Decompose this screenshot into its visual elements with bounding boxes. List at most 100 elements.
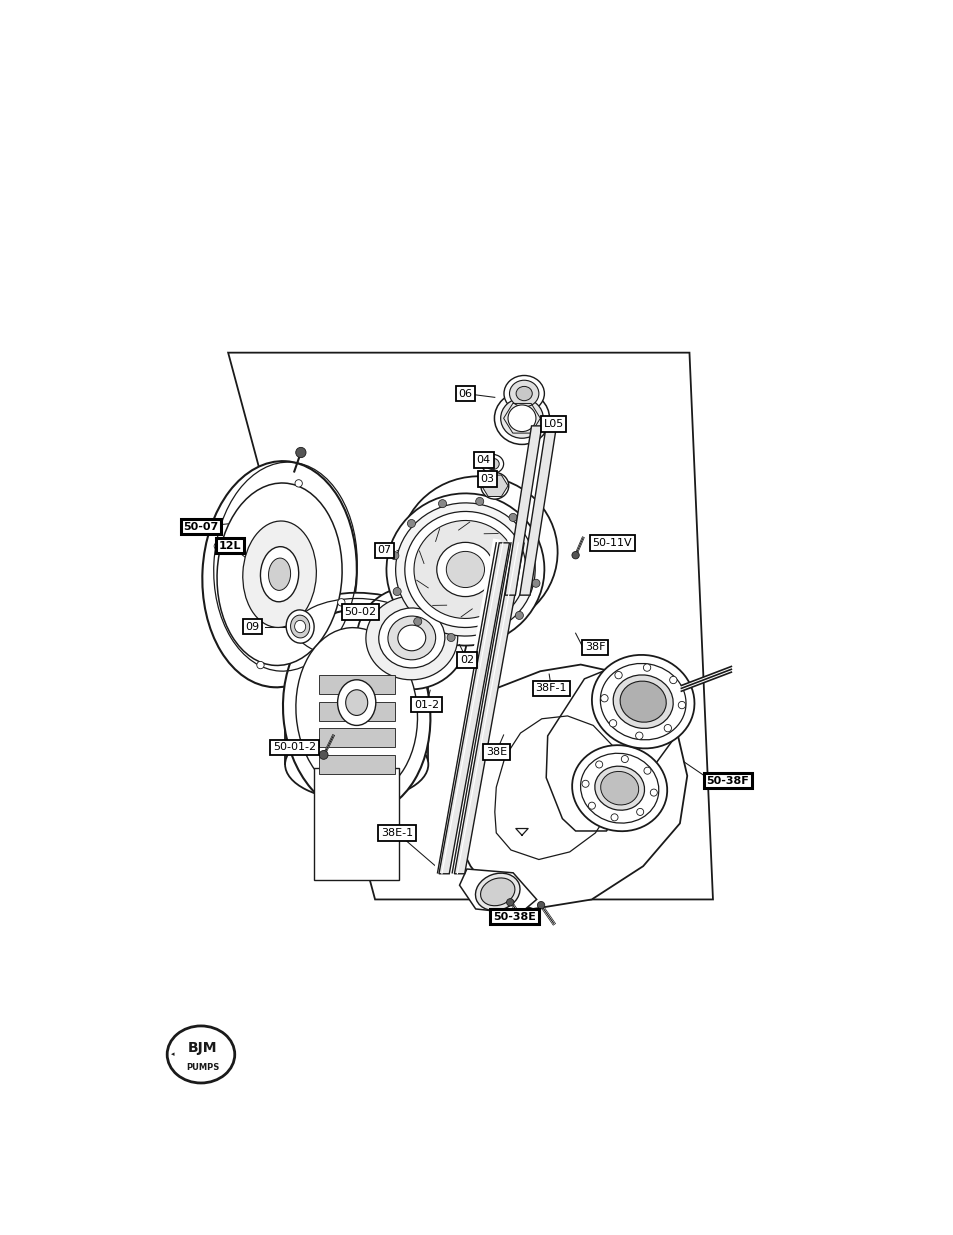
Ellipse shape xyxy=(285,729,428,800)
Text: 04: 04 xyxy=(476,456,491,466)
Ellipse shape xyxy=(446,551,484,588)
Circle shape xyxy=(663,725,671,732)
Ellipse shape xyxy=(600,772,638,805)
Circle shape xyxy=(391,552,398,559)
Ellipse shape xyxy=(285,593,428,664)
FancyBboxPatch shape xyxy=(318,701,395,721)
Ellipse shape xyxy=(294,620,305,632)
Polygon shape xyxy=(456,664,686,909)
Text: 07: 07 xyxy=(377,546,392,556)
Circle shape xyxy=(620,756,628,762)
Text: 50-38F: 50-38F xyxy=(705,776,748,785)
Circle shape xyxy=(600,694,607,701)
Circle shape xyxy=(294,479,302,487)
Text: 38F: 38F xyxy=(584,642,605,652)
Ellipse shape xyxy=(399,477,557,629)
Ellipse shape xyxy=(291,615,310,638)
Text: 01-2: 01-2 xyxy=(414,699,438,709)
Ellipse shape xyxy=(337,679,375,725)
Polygon shape xyxy=(459,869,537,914)
Ellipse shape xyxy=(388,616,436,659)
Ellipse shape xyxy=(572,745,666,831)
Ellipse shape xyxy=(286,610,314,643)
Ellipse shape xyxy=(404,511,525,627)
Circle shape xyxy=(319,751,328,760)
Text: 38E: 38E xyxy=(485,747,506,757)
Polygon shape xyxy=(504,426,541,595)
Text: 50-02: 50-02 xyxy=(344,608,376,618)
Polygon shape xyxy=(438,543,509,874)
Circle shape xyxy=(669,677,677,684)
Circle shape xyxy=(532,579,539,588)
Ellipse shape xyxy=(481,454,503,473)
FancyBboxPatch shape xyxy=(318,676,395,694)
Text: 03: 03 xyxy=(480,474,494,484)
Text: 38E-1: 38E-1 xyxy=(380,827,413,837)
Circle shape xyxy=(588,803,595,809)
Ellipse shape xyxy=(595,766,644,810)
Ellipse shape xyxy=(414,520,517,619)
Circle shape xyxy=(610,814,618,821)
Circle shape xyxy=(615,672,621,679)
Ellipse shape xyxy=(436,542,494,597)
Circle shape xyxy=(438,500,446,508)
Text: PUMPS: PUMPS xyxy=(186,1062,219,1072)
Polygon shape xyxy=(454,543,523,874)
Ellipse shape xyxy=(242,521,316,627)
Circle shape xyxy=(678,701,685,709)
Circle shape xyxy=(529,543,537,552)
Circle shape xyxy=(256,662,264,668)
Circle shape xyxy=(572,552,578,559)
Text: 50-01-2: 50-01-2 xyxy=(273,742,315,752)
Ellipse shape xyxy=(268,558,291,590)
Ellipse shape xyxy=(397,625,425,651)
Circle shape xyxy=(650,789,657,797)
Text: 50-07: 50-07 xyxy=(183,521,218,532)
Ellipse shape xyxy=(591,655,694,748)
Text: 12L: 12L xyxy=(219,541,241,551)
Text: 09: 09 xyxy=(245,621,259,631)
Circle shape xyxy=(635,732,642,740)
Ellipse shape xyxy=(395,503,535,636)
Ellipse shape xyxy=(508,405,536,431)
Polygon shape xyxy=(546,667,682,831)
Ellipse shape xyxy=(480,878,515,905)
Polygon shape xyxy=(228,353,712,899)
Ellipse shape xyxy=(167,1026,234,1083)
Ellipse shape xyxy=(216,483,342,666)
FancyBboxPatch shape xyxy=(318,729,395,747)
Circle shape xyxy=(581,781,588,787)
Text: 38F-1: 38F-1 xyxy=(535,683,566,693)
Ellipse shape xyxy=(516,387,532,400)
FancyBboxPatch shape xyxy=(314,768,398,881)
Ellipse shape xyxy=(345,690,367,715)
Circle shape xyxy=(476,498,483,505)
Circle shape xyxy=(393,588,401,595)
Text: BJM: BJM xyxy=(188,1041,217,1055)
Circle shape xyxy=(595,761,602,768)
Ellipse shape xyxy=(295,627,417,797)
Ellipse shape xyxy=(386,494,544,646)
Ellipse shape xyxy=(366,597,457,679)
FancyBboxPatch shape xyxy=(318,755,395,774)
Ellipse shape xyxy=(283,610,430,814)
Circle shape xyxy=(213,542,221,550)
Circle shape xyxy=(642,664,650,672)
Text: 50-11V: 50-11V xyxy=(592,538,632,548)
Polygon shape xyxy=(285,629,428,764)
Ellipse shape xyxy=(260,547,298,601)
Ellipse shape xyxy=(475,873,519,910)
Ellipse shape xyxy=(619,682,665,722)
Circle shape xyxy=(643,767,650,774)
Circle shape xyxy=(509,514,517,521)
Ellipse shape xyxy=(500,399,542,438)
Ellipse shape xyxy=(503,375,544,411)
Circle shape xyxy=(447,634,455,641)
Circle shape xyxy=(407,520,416,527)
Circle shape xyxy=(295,447,306,458)
Ellipse shape xyxy=(485,458,498,469)
Ellipse shape xyxy=(494,393,549,445)
Polygon shape xyxy=(519,426,556,595)
Text: L05: L05 xyxy=(543,419,563,429)
Ellipse shape xyxy=(356,587,466,689)
